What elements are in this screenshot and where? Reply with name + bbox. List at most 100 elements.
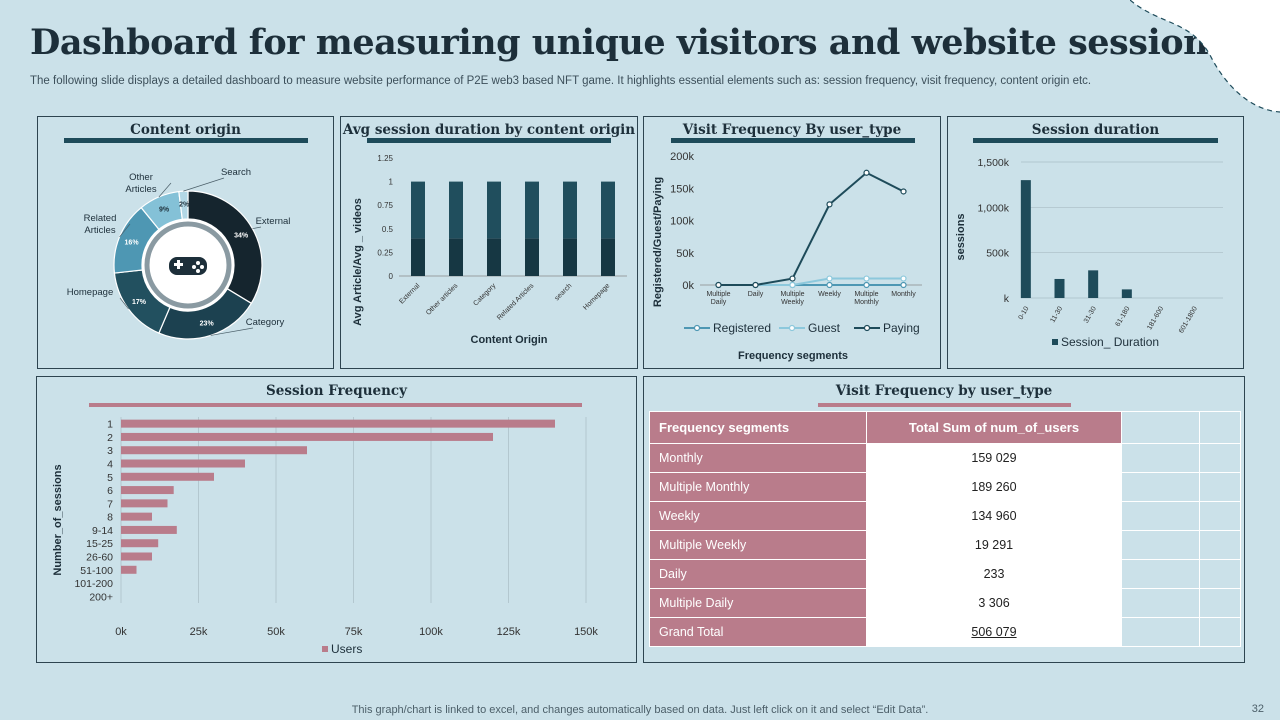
table-row: Multiple Weekly 19 291 <box>649 530 1241 560</box>
bar <box>449 181 463 239</box>
empty-cell <box>1121 588 1200 618</box>
visit-frequency-panel: Visit Frequency By user_type 0k 50k 100k 15… <box>643 116 941 369</box>
x-tick-label: 0k <box>115 626 127 638</box>
legend-marker <box>863 324 871 332</box>
table-row: Monthly 159 029 <box>649 443 1241 473</box>
empty-cell <box>1121 559 1200 589</box>
x-tick-label: 0-10 <box>1017 305 1030 321</box>
y-tick-label: 500k <box>986 248 1010 260</box>
bar <box>601 238 615 276</box>
y-tick-label: 4 <box>107 459 113 471</box>
data-point <box>826 281 833 289</box>
x-tick-label: Weekly <box>818 291 841 298</box>
bar <box>1020 180 1031 298</box>
table-row: Multiple Daily 3 306 <box>649 588 1241 618</box>
title-underline <box>64 138 308 143</box>
content-origin-chart[interactable]: 34% External 23% Category 17% Homepage 16% Rela… <box>38 117 335 370</box>
y-tick-label: 101-200 <box>74 578 113 590</box>
visit-table-panel: Visit Frequency by user_type Frequency s… <box>643 376 1245 663</box>
y-tick-label: 0 <box>389 272 394 281</box>
x-tick-label: 601-1800 <box>1178 305 1199 334</box>
segment-cell: Multiple Monthly <box>649 472 867 502</box>
x-tick-label: 75k <box>345 626 363 638</box>
data-point <box>789 281 796 289</box>
series-line <box>718 171 904 286</box>
y-tick-label: 5 <box>107 472 113 484</box>
y-axis-label: Avg Article/Avg _ videos <box>352 198 364 326</box>
session-frequency-panel: Session Frequency 0k 25k 50k 75k 100k 125k 150… <box>36 376 637 663</box>
y-tick-label: 200k <box>670 151 694 163</box>
data-point <box>863 275 870 282</box>
bar <box>121 459 245 468</box>
bar <box>1121 289 1132 298</box>
y-tick-label: 9-14 <box>92 525 113 537</box>
bar <box>449 238 463 276</box>
y-tick-label: 1 <box>107 419 113 431</box>
slice-label: External <box>256 216 291 227</box>
y-tick-label: 0.5 <box>382 225 394 234</box>
legend-swatch <box>322 646 328 652</box>
x-tick-label: External <box>398 282 421 305</box>
bar <box>121 565 137 574</box>
legend-label: Users <box>331 642 362 656</box>
bar <box>121 432 493 441</box>
bar <box>487 181 501 239</box>
slice-percent-label: 23% <box>200 321 215 328</box>
x-tick-label: Weekly <box>781 299 804 306</box>
session-frequency-title: Session Frequency <box>266 383 407 399</box>
bar <box>525 181 539 239</box>
table-row: Multiple Monthly 189 260 <box>649 472 1241 502</box>
empty-cell <box>1121 501 1200 531</box>
y-tick-label: 0.75 <box>377 201 393 210</box>
legend-marker <box>788 324 796 332</box>
x-tick-label: Multiple <box>854 291 878 298</box>
y-tick-label: 200+ <box>89 591 113 603</box>
value-cell: 189 260 <box>866 472 1122 502</box>
session-duration-chart[interactable]: k 500k 1,000k 1,500k 0-10 11-30 31-30 61-180 181… <box>948 117 1245 370</box>
legend-label: Paying <box>883 321 920 335</box>
empty-cell <box>1199 530 1241 560</box>
grand-total-value[interactable]: 506 079 <box>866 617 1122 647</box>
segment-cell: Multiple Weekly <box>649 530 867 560</box>
title-underline <box>89 403 582 407</box>
value-cell: 159 029 <box>866 443 1122 473</box>
slice-label: Search <box>221 167 251 178</box>
title-underline <box>367 138 611 143</box>
bar <box>121 525 177 534</box>
visit-frequency-title: Visit Frequency By user_type <box>682 122 902 138</box>
avg-session-panel: Avg session duration by content origin 0… <box>340 116 638 369</box>
x-tick-label: Multiple <box>706 291 730 298</box>
slice-label: Category <box>246 317 285 328</box>
bar <box>525 238 539 276</box>
slice-percent-label: 34% <box>234 233 249 240</box>
table-row-total: Grand Total 506 079 <box>649 617 1241 647</box>
avg-session-chart[interactable]: 0 0.25 0.5 0.75 1 1.25 External Other articles C… <box>341 117 639 370</box>
segment-cell: Daily <box>649 559 867 589</box>
bar <box>121 472 214 481</box>
slice-label: Related <box>84 213 117 224</box>
x-tick-label: Category <box>472 282 497 307</box>
gamepad-icon <box>169 257 207 275</box>
legend-label: Registered <box>713 321 771 335</box>
y-tick-label: 26-60 <box>86 552 113 564</box>
x-tick-label: 50k <box>267 626 285 638</box>
leader-line <box>252 226 262 230</box>
value-cell: 3 306 <box>866 588 1122 618</box>
x-tick-label: 31-30 <box>1083 305 1098 324</box>
x-tick-label: Daily <box>748 291 764 298</box>
table-row: Weekly 134 960 <box>649 501 1241 531</box>
data-point <box>900 275 907 282</box>
value-cell: 233 <box>866 559 1122 589</box>
bar <box>121 512 152 521</box>
y-axis-label: sessions <box>955 213 967 260</box>
value-cell: 134 960 <box>866 501 1122 531</box>
legend-label: Guest <box>808 321 841 335</box>
x-tick-label: 25k <box>190 626 208 638</box>
y-tick-label: 7 <box>107 498 113 510</box>
empty-cell <box>1199 443 1241 473</box>
content-origin-title: Content origin <box>130 122 241 138</box>
x-axis-label: Content Origin <box>471 334 548 346</box>
slice-label: Homepage <box>67 287 113 298</box>
